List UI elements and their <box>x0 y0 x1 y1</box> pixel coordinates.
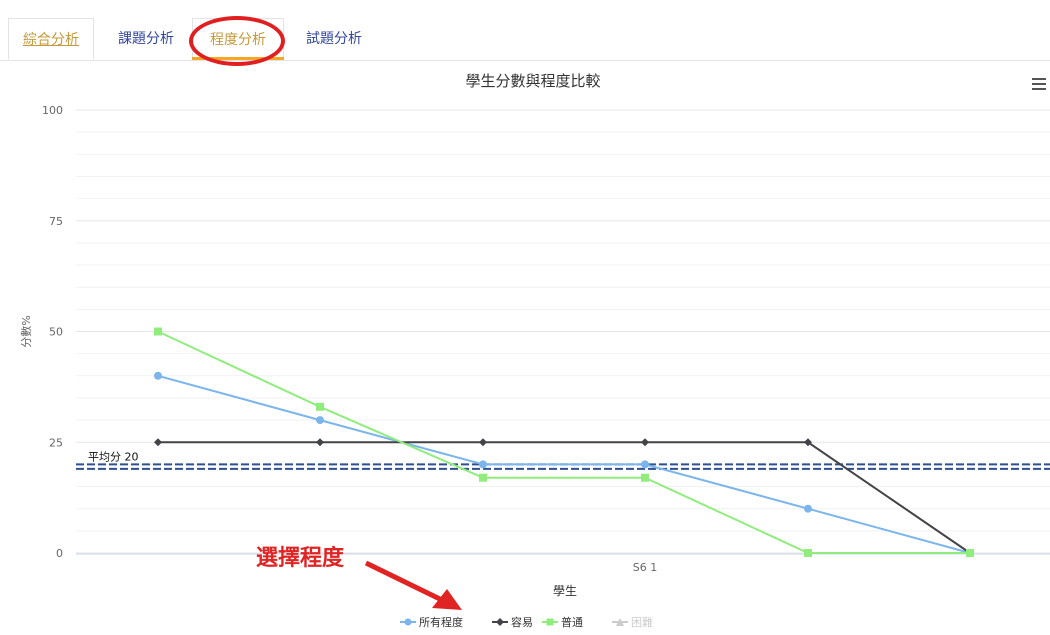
data-point <box>154 327 162 336</box>
y-tick-label: 0 <box>56 547 63 560</box>
data-point <box>154 371 162 380</box>
legend-label: 困難 <box>631 616 653 629</box>
annotation-text: 選擇程度 <box>256 545 345 571</box>
data-point <box>479 438 487 447</box>
tab-bar: 綜合分析 課題分析 程度分析 試題分析 <box>0 0 1050 66</box>
tab-divider <box>0 60 1050 61</box>
highlight-circle <box>189 16 285 66</box>
data-point <box>804 438 812 447</box>
legend-item-1[interactable]: 容易 <box>492 614 533 630</box>
y-tick-label: 50 <box>49 326 63 339</box>
x-tick-label: S6 1 <box>633 561 657 574</box>
data-point <box>316 416 324 425</box>
line-chart: 學生分數與程度比較 0 25 50 75 100 分數% S6 1 學生 平均分 20 <box>20 72 1050 610</box>
data-point <box>641 438 649 447</box>
legend-item-0[interactable]: 所有程度 <box>400 614 463 630</box>
tab-label: 綜合分析 <box>23 32 79 48</box>
y-tick-label: 100 <box>42 104 63 117</box>
x-axis-title: 學生 <box>553 584 577 598</box>
chart-title: 學生分數與程度比較 <box>465 72 600 90</box>
data-point <box>641 460 649 469</box>
y-tick-label: 75 <box>49 215 63 228</box>
tab-question-analysis[interactable]: 試題分析 <box>306 31 362 47</box>
data-point <box>316 402 324 411</box>
y-axis-title: 分數% <box>20 315 33 347</box>
legend-symbol-icon <box>492 618 508 626</box>
legend-symbol-icon <box>612 618 628 626</box>
tab-topic-analysis[interactable]: 課題分析 <box>118 31 174 47</box>
y-tick-label: 25 <box>49 436 63 449</box>
data-point <box>479 473 487 482</box>
legend-label: 所有程度 <box>419 616 463 629</box>
legend-item-3[interactable]: 困難 <box>612 614 653 630</box>
legend-item-2[interactable]: 普通 <box>542 614 583 630</box>
series-line-2 <box>157 330 970 554</box>
data-point <box>154 438 162 447</box>
data-point <box>316 438 324 447</box>
data-point <box>966 549 974 557</box>
data-point <box>479 460 487 469</box>
legend-label: 容易 <box>511 616 533 629</box>
annotation-arrow-shaft <box>364 560 448 605</box>
series-line-0 <box>157 374 971 554</box>
legend-label: 普通 <box>561 616 583 629</box>
legend-symbol-icon <box>400 618 416 626</box>
series-line-1 <box>158 441 971 554</box>
legend-symbol-icon <box>542 618 558 626</box>
data-point <box>804 549 812 557</box>
data-point <box>804 504 812 513</box>
data-point <box>641 473 649 482</box>
chart-menu-icon[interactable] <box>1032 78 1046 90</box>
annotation-arrow-head <box>432 589 462 610</box>
tab-overall-analysis[interactable]: 綜合分析 <box>8 18 94 60</box>
average-plot-line-label: 平均分 20 <box>88 450 139 463</box>
